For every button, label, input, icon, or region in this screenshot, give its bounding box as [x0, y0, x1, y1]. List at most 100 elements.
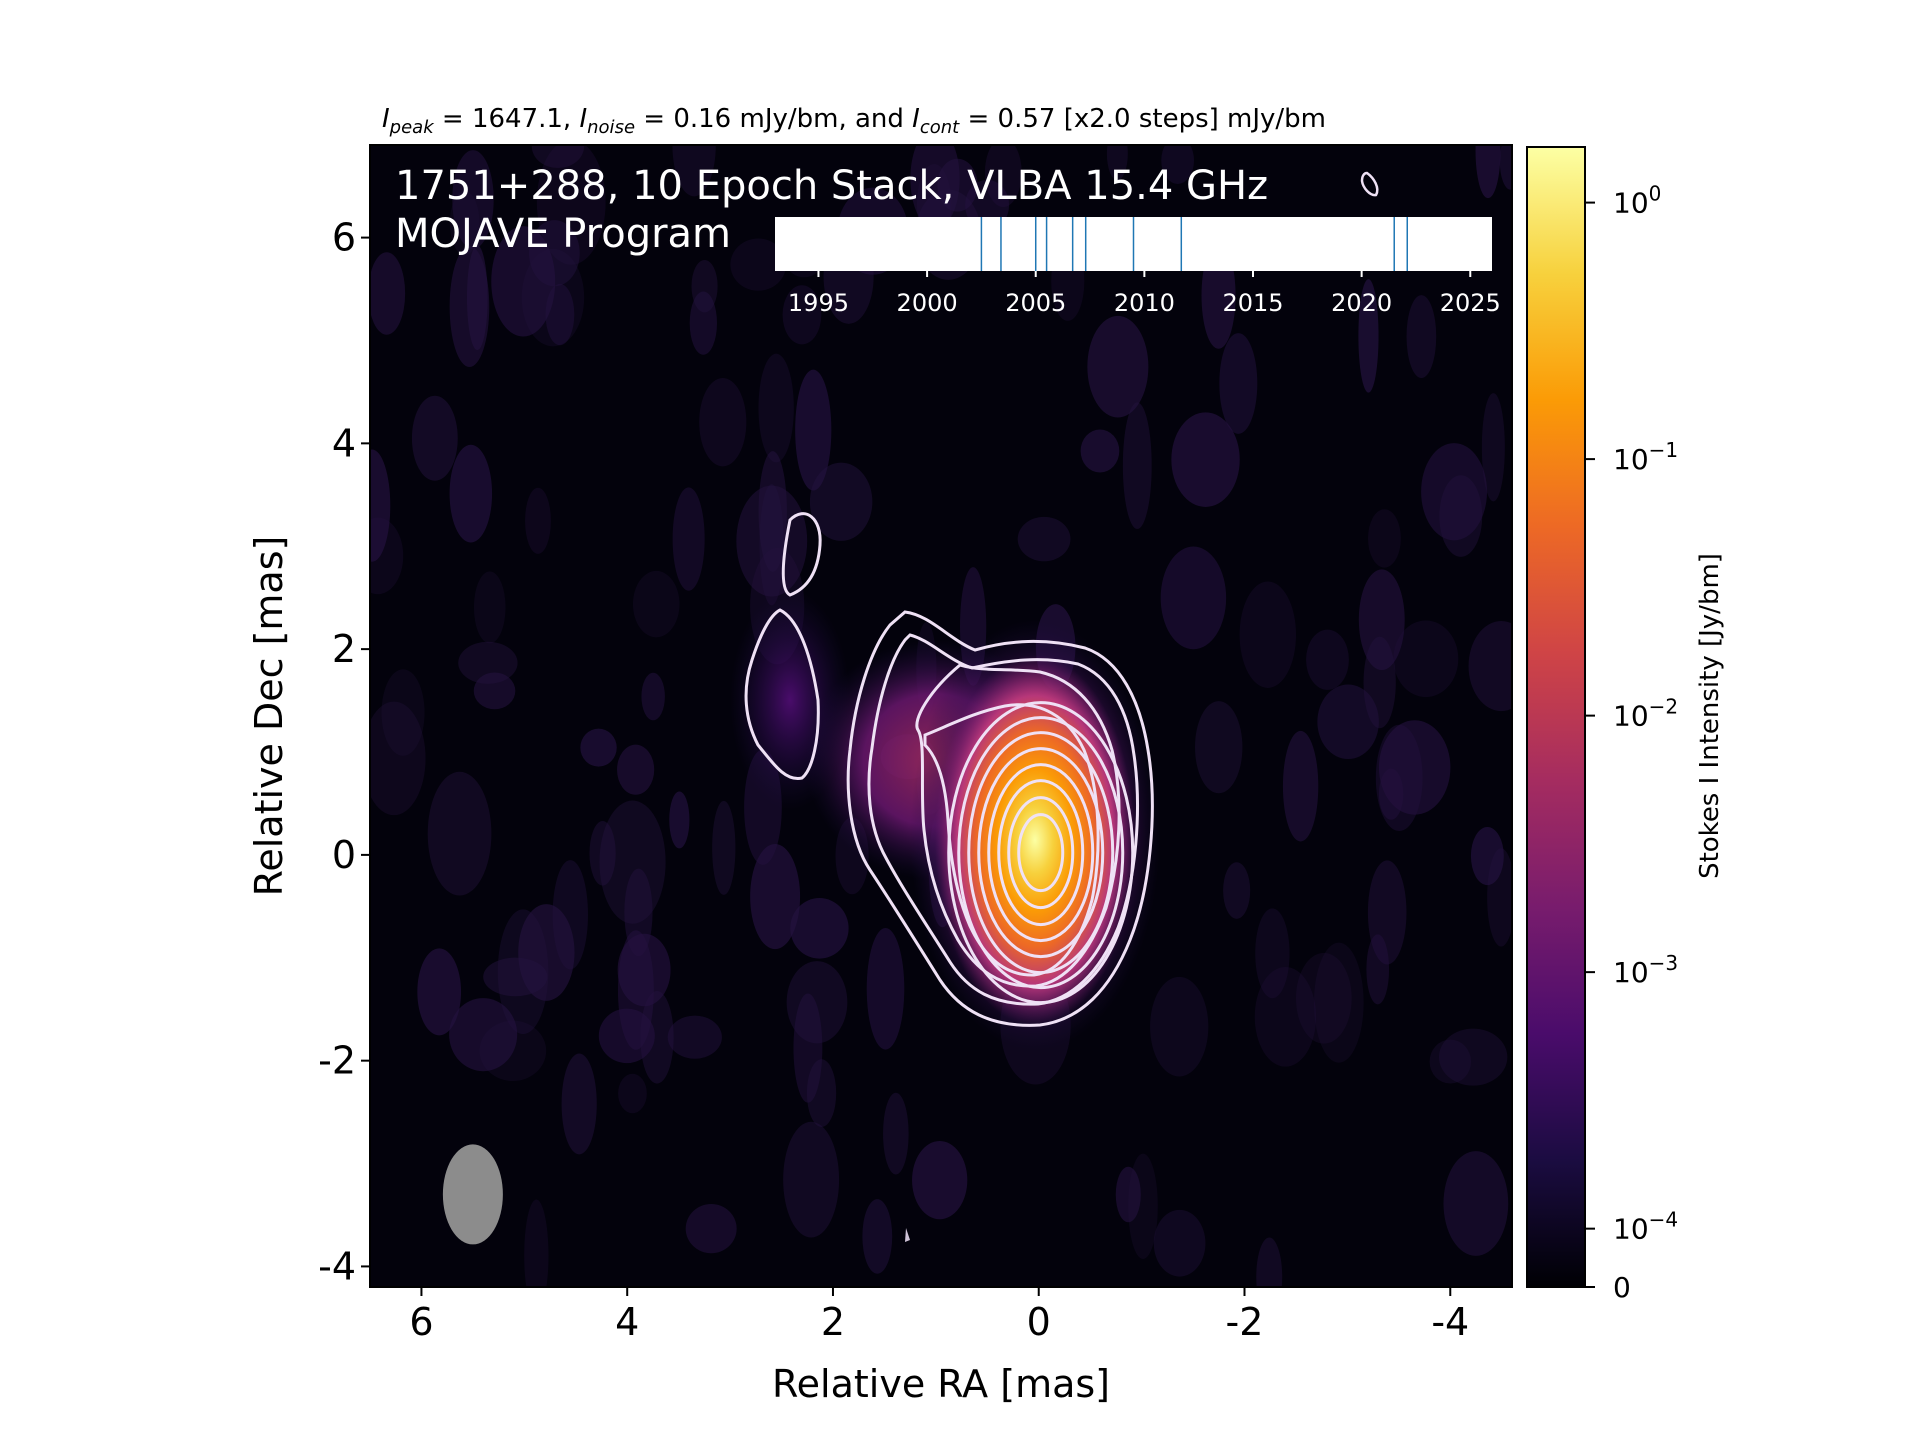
noise-blob — [370, 701, 426, 816]
noise-blob — [1429, 1039, 1472, 1084]
noise-blob — [452, 150, 494, 249]
noise-blob — [699, 377, 747, 467]
noise-blob — [580, 728, 617, 767]
colorbar-ticks: 100 10−1 10−2 10−3 10−4 0 — [1585, 182, 1678, 1304]
noise-blob — [641, 672, 665, 721]
noise-blob — [689, 291, 717, 355]
noise-blob — [617, 744, 655, 795]
noise-blob — [370, 449, 391, 562]
noise-blob — [536, 145, 606, 265]
noise-blob — [552, 860, 589, 970]
colorbar-label: Stokes I Intensity [Jy/bm] — [1695, 553, 1725, 879]
noise-blob — [1171, 412, 1240, 507]
noise-blob — [449, 191, 480, 256]
noise-blob — [618, 1073, 647, 1114]
noise-blob — [598, 1008, 655, 1064]
y-tick-label: -4 — [318, 1244, 356, 1288]
colorbar-tick-label: 10−3 — [1613, 951, 1678, 989]
epoch-tick-label: 2025 — [1440, 289, 1501, 317]
y-tick-label: 6 — [332, 216, 356, 260]
noise-blob — [1087, 315, 1149, 418]
noise-blob — [672, 145, 716, 197]
contour-east-blob — [744, 608, 820, 780]
noise-blob — [862, 1199, 893, 1274]
epoch-tick-label: 2010 — [1114, 289, 1175, 317]
noise-blob — [1499, 145, 1512, 190]
noise-blob — [1358, 279, 1379, 393]
noise-blob — [1393, 620, 1459, 698]
colorbar — [1526, 146, 1586, 1288]
x-tick-label: -2 — [1226, 1300, 1264, 1344]
noise-blob — [473, 672, 516, 710]
noise-blob — [449, 444, 493, 543]
epoch-tick-label: 1995 — [788, 289, 849, 317]
noise-blob — [685, 1204, 737, 1254]
noise-blob — [912, 1141, 968, 1220]
noise-blob — [370, 252, 406, 335]
noise-blob — [1219, 333, 1258, 434]
noise-blob — [381, 669, 425, 756]
noise-blob — [730, 238, 787, 291]
x-tick-label: 2 — [821, 1300, 845, 1344]
noise-blob — [1475, 145, 1501, 199]
noise-blob — [589, 821, 616, 886]
noise-blob — [1468, 621, 1512, 712]
contour-core-level — [1017, 813, 1065, 893]
colorbar-tick-label: 100 — [1613, 182, 1661, 220]
y-tick-label: -2 — [318, 1039, 356, 1083]
noise-blob — [795, 369, 832, 491]
noise-blob — [1358, 569, 1405, 671]
epoch-timeline-inset: 1995 2000 2005 2010 2015 2020 2025 — [775, 217, 1501, 317]
contour-lines — [846, 610, 1154, 1027]
noise-blob — [809, 462, 873, 541]
colorbar-zero-label: 0 — [1613, 1271, 1631, 1304]
x-axis: 6 4 2 0 -2 -4 — [409, 1287, 1469, 1344]
contour-outer — [846, 610, 1154, 1027]
colorbar-tick-label: 10−2 — [1613, 695, 1678, 733]
noise-blob — [1282, 730, 1319, 842]
noise-blob — [669, 791, 690, 849]
noise-blob — [984, 145, 1022, 207]
noise-blob — [793, 993, 823, 1103]
noise-blob — [1378, 768, 1404, 820]
contour-south-spot — [905, 1228, 910, 1242]
epoch-tick-label: 2015 — [1222, 289, 1283, 317]
contour-core-level — [997, 779, 1085, 927]
contour-core-level — [1007, 796, 1075, 910]
noise-blob — [518, 904, 575, 1001]
contour-outer — [867, 633, 1139, 1006]
noise-blob — [1317, 684, 1379, 760]
source-annotation-line2: MOJAVE Program — [395, 211, 731, 257]
noise-blob — [1239, 581, 1297, 688]
colorbar-tick-label: 10−1 — [1613, 438, 1678, 476]
noise-blob — [521, 248, 585, 347]
noise-blobs — [370, 145, 1512, 1287]
noise-blob — [1153, 1209, 1206, 1277]
noise-blob — [782, 285, 822, 345]
y-axis-label: Relative Dec [mas] — [247, 536, 291, 897]
noise-blob — [599, 800, 666, 924]
epoch-tick-label: 2020 — [1331, 289, 1392, 317]
noise-blob — [466, 245, 488, 351]
noise-blob — [1295, 952, 1352, 1044]
colorbar-tick-label: 10−4 — [1613, 1208, 1678, 1246]
noise-blob — [672, 487, 705, 591]
x-tick-label: 0 — [1027, 1300, 1051, 1344]
contour-core-level — [987, 763, 1095, 943]
contour-core-level — [947, 701, 1135, 1005]
map-frame — [369, 144, 1513, 1288]
noise-blob — [1150, 976, 1209, 1077]
noise-blob — [1255, 908, 1290, 999]
noise-blob — [449, 998, 518, 1072]
noise-blob — [1161, 145, 1195, 184]
epoch-tick-label: 2005 — [1005, 289, 1066, 317]
noise-blob — [1366, 934, 1390, 1005]
contour-northeast-blob — [781, 512, 822, 597]
epoch-tick-label: 2000 — [897, 289, 958, 317]
noise-blob — [1421, 443, 1488, 541]
noise-blob — [1223, 862, 1251, 919]
noise-blob — [1195, 701, 1243, 794]
noise-blob — [790, 898, 849, 959]
noise-blob — [1470, 826, 1504, 886]
noise-blob — [1080, 429, 1120, 473]
